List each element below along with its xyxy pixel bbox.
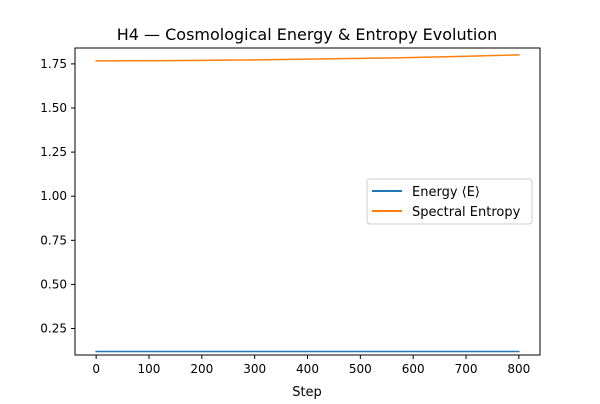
x-tick-label: 800 [507,362,530,376]
x-tick-label: 200 [190,362,213,376]
x-axis: 0 100 200 300 400 500 600 700 800 [92,355,530,376]
y-axis: 0.25 0.50 0.75 1.00 1.25 1.50 1.75 [40,57,75,336]
x-tick-label: 500 [349,362,372,376]
x-tick-label: 400 [296,362,319,376]
x-tick-label: 600 [402,362,425,376]
y-tick-label: 0.75 [40,233,67,247]
series-layer [95,54,520,353]
x-tick-label: 0 [92,362,100,376]
legend-box [366,178,533,225]
y-tick-label: 1.00 [40,189,67,203]
legend-label-entropy: Spectral Entropy [412,205,521,220]
chart-title: H4 — Cosmological Energy & Entropy Evolu… [117,25,498,44]
y-tick-label: 1.75 [40,57,67,71]
y-tick-label: 0.25 [40,322,67,336]
y-tick-label: 1.50 [40,101,67,115]
legend: Energy ⟨E⟩ Spectral Entropy [366,178,533,225]
x-tick-label: 100 [138,362,161,376]
y-tick-label: 1.25 [40,145,67,159]
x-tick-label: 700 [455,362,478,376]
x-axis-label: Step [292,385,322,400]
legend-label-energy: Energy ⟨E⟩ [412,185,480,200]
x-tick-label: 300 [243,362,266,376]
y-tick-label: 0.50 [40,277,67,291]
series-line-entropy [95,54,520,62]
